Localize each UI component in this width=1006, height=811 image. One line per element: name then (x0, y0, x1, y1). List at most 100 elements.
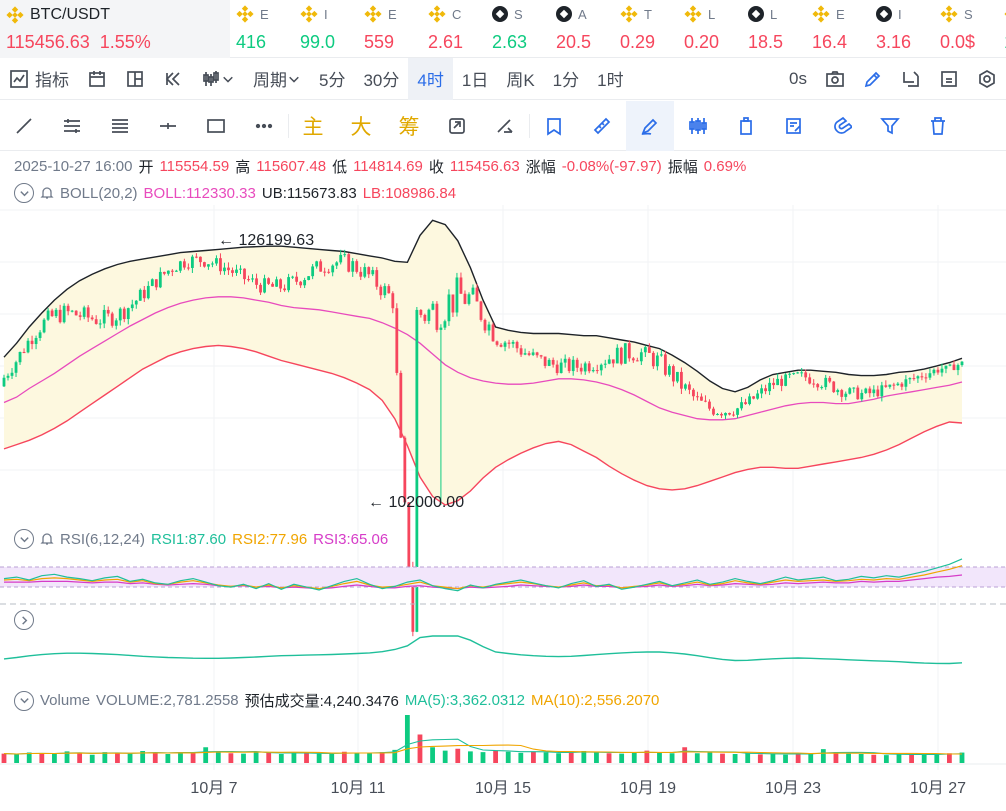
main-force-tool[interactable]: 主 (289, 101, 337, 151)
ticker-item[interactable]: E 559 (358, 0, 422, 58)
candle-body (435, 303, 439, 330)
timeframe-tab[interactable]: 周K (506, 71, 535, 90)
timeframe-tab[interactable]: 1时 (597, 71, 624, 90)
delete-drawings-button[interactable] (914, 101, 962, 151)
ticker-item[interactable]: C 2.61 (422, 0, 486, 58)
boll-upper-value: UB:115673.83 (261, 184, 357, 202)
layout-button[interactable] (78, 58, 116, 100)
candle-body (792, 373, 796, 375)
timeframe-tab[interactable]: 30分 (363, 71, 400, 90)
volume-bar (720, 753, 725, 763)
ticker-item[interactable]: L 0.20 (678, 0, 742, 58)
period-dropdown[interactable]: 周期 (244, 58, 310, 100)
candle-body (888, 384, 892, 387)
binance-icon (300, 5, 318, 23)
candle-body (631, 358, 635, 361)
ticker-item-value: 18.5 (748, 32, 784, 52)
main-label: 主 (302, 115, 324, 139)
crosshair-button[interactable] (892, 58, 930, 100)
template-button[interactable] (930, 58, 968, 100)
ticker-item[interactable]: E 16.4 (806, 0, 870, 58)
candle-body (38, 332, 42, 338)
ruler-tool[interactable] (578, 101, 626, 151)
ticker-item[interactable]: A 20.5 (550, 0, 614, 58)
trend-line-tool[interactable] (0, 101, 48, 151)
candle-body (768, 382, 771, 392)
volume-bar (858, 754, 864, 763)
big-order-tool[interactable]: 大 (337, 101, 385, 151)
note-tool[interactable] (770, 101, 818, 151)
filter-tool[interactable] (866, 101, 914, 151)
draw-button[interactable] (854, 58, 892, 100)
volume-bar (127, 753, 133, 763)
ticker-item[interactable]: I 99.0 (294, 0, 358, 58)
settings-button[interactable] (968, 58, 1006, 100)
period-high-value: 126199.63 (238, 232, 315, 249)
timeframe-tab[interactable]: 5分 (319, 71, 346, 90)
chart-type-button[interactable] (192, 58, 244, 100)
boll-upper-line (3, 219, 963, 393)
measure-tool[interactable] (481, 101, 529, 151)
binance-icon (684, 5, 702, 23)
collapse-boll-button[interactable] (14, 183, 34, 203)
candle-body (635, 360, 639, 362)
candle-body (223, 267, 226, 272)
ticker-item[interactable]: E 416 (230, 0, 294, 58)
volume-bar (896, 753, 902, 763)
bell-icon[interactable] (40, 532, 54, 546)
ticker-item[interactable]: 1 (998, 0, 1006, 58)
volume-bar (568, 751, 574, 763)
candle-body (467, 294, 471, 304)
fib-tool[interactable] (96, 101, 144, 151)
horizontal-line-tool[interactable] (144, 101, 192, 151)
ticker-item[interactable]: S 0.0$ (934, 0, 998, 58)
volume-bar (278, 754, 284, 763)
volume-bar (152, 752, 158, 763)
timeframe-tab[interactable]: 1分 (552, 71, 580, 90)
chips-tool[interactable]: 筹 (385, 101, 433, 151)
ticker-item[interactable]: S 2.63 (486, 0, 550, 58)
screenshot-button[interactable] (816, 58, 854, 100)
brush-tool[interactable] (626, 100, 674, 151)
volume-bar (909, 754, 914, 763)
candle-body (659, 354, 663, 356)
candle-body (651, 352, 655, 367)
sync-tool[interactable] (433, 101, 481, 151)
timeframe-tab[interactable]: 4时 (408, 57, 453, 100)
indicators-button[interactable]: 指标 (0, 58, 78, 100)
magnet-tool[interactable] (818, 101, 866, 151)
candle-body (10, 372, 14, 376)
bookmark-tool[interactable] (530, 101, 578, 151)
volume-bar (392, 749, 398, 763)
note-edit-icon (784, 116, 804, 136)
candle-body (483, 319, 487, 331)
ticker-item[interactable]: L 18.5 (742, 0, 806, 58)
bell-icon[interactable] (40, 186, 54, 200)
expand-indicator-button[interactable] (14, 610, 34, 630)
crosshair-icon (901, 69, 921, 89)
replay-button[interactable] (154, 58, 192, 100)
candle-body (335, 262, 339, 266)
position-tool[interactable] (722, 101, 770, 151)
ticker-item-value: 0.0$ (940, 32, 976, 52)
candle-body (868, 388, 872, 394)
binance-icon (428, 5, 446, 23)
candle-pattern-tool[interactable] (674, 101, 722, 151)
volume-bar (430, 747, 435, 763)
more-tools-button[interactable] (240, 101, 288, 151)
parallel-channel-tool[interactable] (48, 101, 96, 151)
ticker-btc-usdt[interactable]: BTC/USDT 115456.63 1.55% (0, 0, 230, 58)
candle-body (780, 378, 784, 386)
multi-chart-button[interactable] (116, 58, 154, 100)
ticker-item[interactable]: I 3.16 (870, 0, 934, 58)
candle-body (22, 351, 26, 353)
collapse-rsi-button[interactable] (14, 529, 34, 549)
rectangle-tool[interactable] (192, 101, 240, 151)
collapse-volume-button[interactable] (14, 690, 34, 711)
candle-body (896, 383, 900, 386)
timeframe-tab[interactable]: 1日 (461, 71, 489, 90)
candle-body (2, 377, 6, 387)
volume-bar (52, 754, 57, 763)
ticker-item[interactable]: T 0.29 (614, 0, 678, 58)
